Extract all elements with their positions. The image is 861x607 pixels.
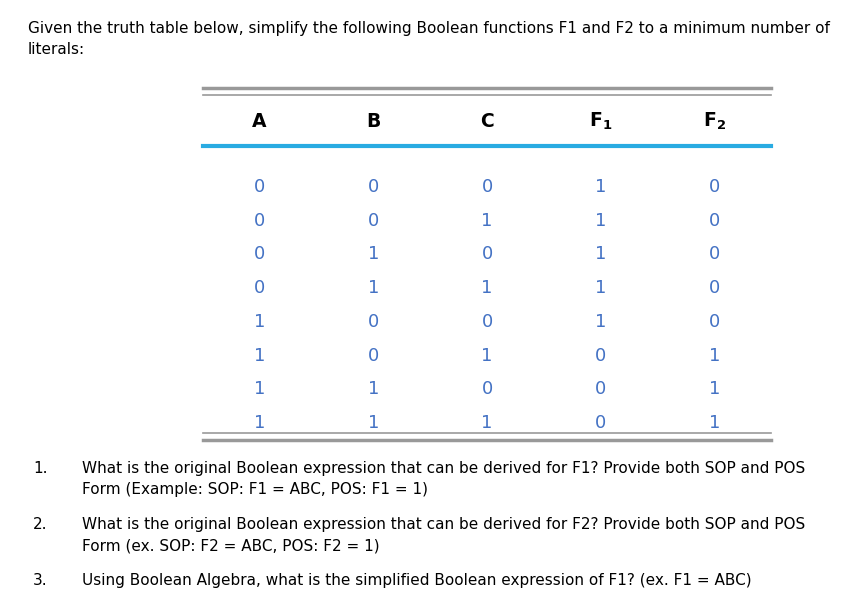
Text: 1: 1 [367, 381, 379, 398]
Text: 1: 1 [708, 347, 720, 365]
Text: $\mathbf{A}$: $\mathbf{A}$ [251, 112, 268, 131]
Text: 0: 0 [594, 347, 606, 365]
Text: $\mathbf{B}$: $\mathbf{B}$ [365, 112, 381, 131]
Text: 0: 0 [480, 178, 492, 196]
Text: Using Boolean Algebra, what is the simplified Boolean expression of F1? (ex. F1 : Using Boolean Algebra, what is the simpl… [82, 573, 751, 588]
Text: 1: 1 [594, 245, 606, 263]
Text: 1: 1 [367, 414, 379, 432]
Text: 1: 1 [480, 279, 492, 297]
Text: 0: 0 [480, 245, 492, 263]
Text: What is the original Boolean expression that can be derived for F2? Provide both: What is the original Boolean expression … [82, 517, 804, 553]
Text: 2.: 2. [33, 517, 47, 532]
Text: 1: 1 [367, 279, 379, 297]
Text: 0: 0 [253, 178, 265, 196]
Text: 0: 0 [594, 414, 606, 432]
Text: 0: 0 [480, 381, 492, 398]
Text: 1: 1 [480, 212, 492, 229]
Text: 0: 0 [253, 279, 265, 297]
Text: $\mathbf{F_1}$: $\mathbf{F_1}$ [589, 110, 611, 132]
Text: What is the original Boolean expression that can be derived for F1? Provide both: What is the original Boolean expression … [82, 461, 804, 497]
Text: Given the truth table below, simplify the following Boolean functions F1 and F2 : Given the truth table below, simplify th… [28, 21, 828, 57]
Text: 0: 0 [367, 178, 379, 196]
Text: 1: 1 [367, 245, 379, 263]
Text: 0: 0 [367, 212, 379, 229]
Text: $\mathbf{C}$: $\mathbf{C}$ [480, 112, 493, 131]
Text: 0: 0 [253, 245, 265, 263]
Text: 1: 1 [253, 381, 265, 398]
Text: 1: 1 [253, 313, 265, 331]
Text: 1: 1 [594, 279, 606, 297]
Text: 1: 1 [594, 313, 606, 331]
Text: 0: 0 [594, 381, 606, 398]
Text: 0: 0 [480, 313, 492, 331]
Text: 3.: 3. [33, 573, 47, 588]
Text: 1: 1 [708, 381, 720, 398]
Text: 1.: 1. [33, 461, 47, 476]
Text: 1: 1 [253, 347, 265, 365]
Text: 1: 1 [594, 178, 606, 196]
Text: 1: 1 [253, 414, 265, 432]
Text: 0: 0 [253, 212, 265, 229]
Text: 1: 1 [480, 414, 492, 432]
Text: $\mathbf{F_2}$: $\mathbf{F_2}$ [703, 110, 725, 132]
Text: 1: 1 [594, 212, 606, 229]
Text: 0: 0 [708, 245, 720, 263]
Text: 0: 0 [708, 279, 720, 297]
Text: 0: 0 [708, 313, 720, 331]
Text: 0: 0 [708, 212, 720, 229]
Text: 0: 0 [708, 178, 720, 196]
Text: 1: 1 [480, 347, 492, 365]
Text: 1: 1 [708, 414, 720, 432]
Text: 0: 0 [367, 313, 379, 331]
Text: 0: 0 [367, 347, 379, 365]
